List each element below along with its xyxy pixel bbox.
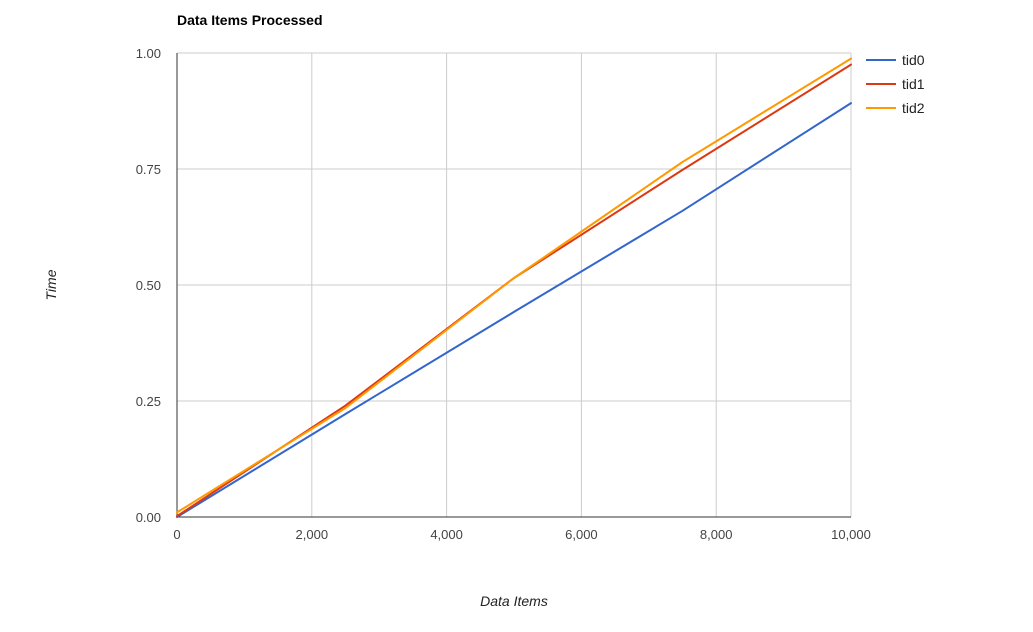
y-tick-label: 0.75: [136, 162, 161, 177]
legend-label-tid2: tid2: [902, 100, 925, 116]
axis-layer: 0.00 0.25 0.50 0.75 1.00 0 2,000 4,000 6,000 8,00…: [136, 46, 871, 542]
x-axis-label: Data Items: [480, 593, 548, 609]
x-tick-label: 2,000: [296, 527, 329, 542]
legend-label-tid1: tid1: [902, 76, 925, 92]
y-tick-label: 1.00: [136, 46, 161, 61]
y-tick-label: 0.25: [136, 394, 161, 409]
series-line-tid0: [176, 102, 852, 518]
y-tick-label: 0.00: [136, 510, 161, 525]
legend: tid0 tid1 tid2: [866, 52, 925, 116]
x-tick-label: 4,000: [430, 527, 463, 542]
series-layer: [176, 57, 852, 518]
grid-layer: [177, 52, 852, 518]
y-tick-label: 0.50: [136, 278, 161, 293]
x-tick-label: 0: [173, 527, 180, 542]
chart-title: Data Items Processed: [177, 12, 323, 28]
series-line-tid1: [176, 63, 852, 518]
x-tick-label: 8,000: [700, 527, 733, 542]
x-tick-label: 10,000: [831, 527, 871, 542]
legend-label-tid0: tid0: [902, 52, 925, 68]
series-line-tid2: [176, 57, 852, 514]
x-tick-label: 6,000: [565, 527, 598, 542]
y-axis-label: Time: [43, 269, 59, 300]
